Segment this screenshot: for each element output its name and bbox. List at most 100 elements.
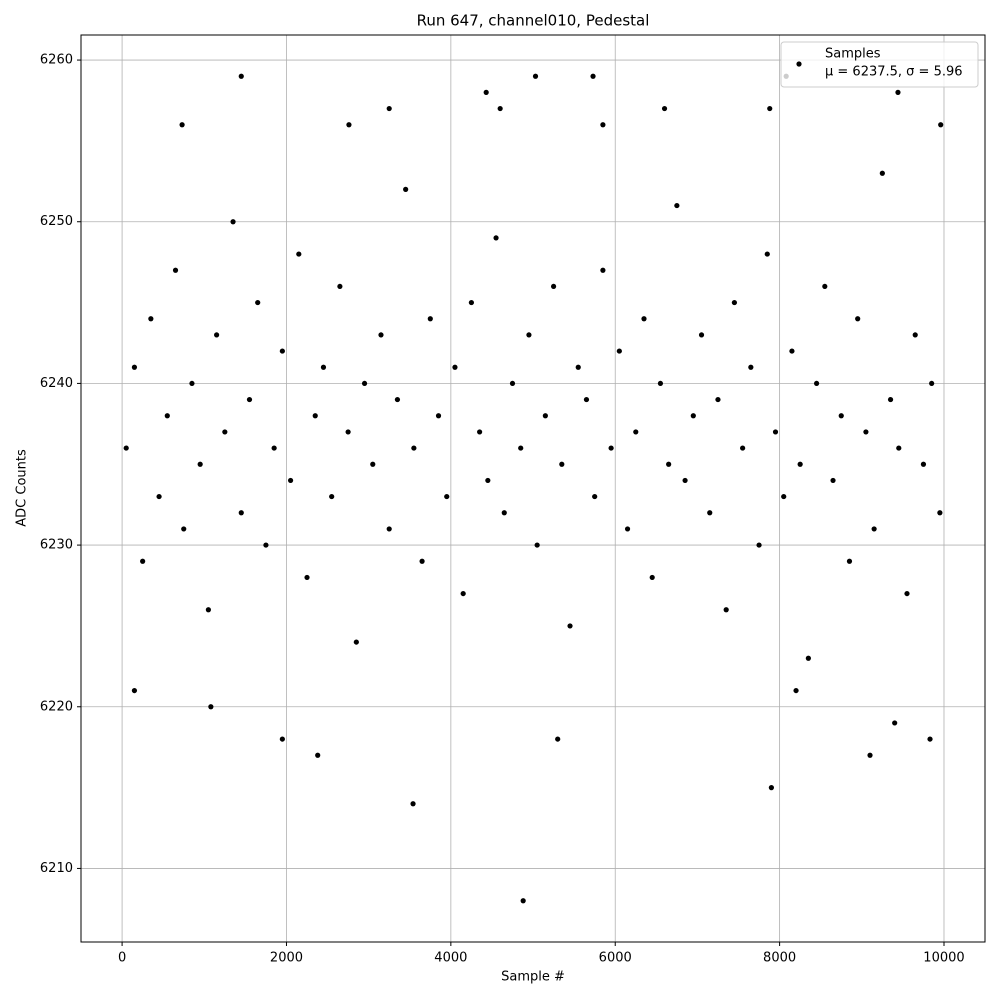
point: [600, 122, 606, 128]
point: [403, 186, 409, 193]
point: [768, 784, 774, 791]
point: [863, 429, 869, 435]
point: [410, 801, 416, 807]
point: [912, 332, 918, 338]
point: [608, 445, 614, 451]
point: [452, 364, 458, 370]
point: [246, 396, 253, 403]
point: [590, 73, 596, 79]
point: [731, 299, 738, 306]
point: [131, 687, 138, 694]
point: [238, 73, 244, 79]
point: [394, 396, 401, 403]
point: [509, 380, 516, 387]
point: [156, 493, 162, 500]
point: [435, 413, 442, 419]
point: [682, 477, 688, 484]
y-tick-label: 6260: [40, 53, 73, 68]
point: [661, 105, 668, 112]
point: [904, 590, 910, 597]
point: [370, 461, 376, 467]
y-axis-label: ADC Counts: [15, 449, 30, 527]
point: [526, 332, 532, 338]
x-tick-label: 8000: [763, 951, 796, 966]
point: [386, 105, 392, 112]
point: [641, 316, 647, 322]
point: [707, 510, 713, 516]
point: [583, 396, 590, 403]
point: [346, 122, 352, 128]
point: [740, 445, 746, 451]
x-tick-label: 0: [118, 951, 126, 966]
point: [329, 493, 335, 500]
point: [427, 316, 433, 322]
point: [214, 332, 220, 338]
point: [532, 73, 539, 79]
point: [468, 299, 474, 306]
point: [205, 607, 211, 613]
point: [419, 558, 425, 564]
legend-box: [780, 41, 979, 88]
legend-note: μ = 6237.5, σ = 5.96: [825, 65, 963, 80]
point: [929, 380, 935, 387]
point: [542, 413, 548, 419]
point: [657, 380, 664, 387]
legend-marker: [796, 61, 802, 67]
point: [179, 122, 185, 128]
point: [304, 574, 310, 581]
point: [483, 89, 489, 95]
point: [767, 105, 773, 112]
point: [197, 461, 203, 467]
point: [575, 364, 581, 370]
point: [238, 510, 244, 516]
point: [181, 526, 187, 532]
point: [698, 332, 705, 338]
point: [271, 445, 277, 451]
point: [386, 526, 392, 532]
point: [411, 445, 417, 451]
point: [616, 348, 622, 354]
y-tick-label: 6210: [40, 861, 73, 876]
point: [444, 493, 450, 500]
point: [846, 558, 853, 564]
point: [567, 623, 573, 629]
point: [789, 348, 795, 354]
point: [764, 251, 770, 257]
point: [600, 267, 606, 273]
point: [222, 429, 228, 435]
point: [501, 510, 507, 516]
point: [793, 687, 799, 694]
point: [230, 219, 236, 225]
point: [477, 429, 483, 435]
point: [887, 396, 894, 403]
point: [148, 316, 154, 322]
point: [518, 445, 524, 451]
point: [674, 202, 680, 209]
point: [337, 283, 343, 290]
point: [131, 364, 138, 370]
point: [855, 316, 861, 322]
point: [715, 396, 721, 403]
point: [896, 445, 902, 451]
point: [493, 235, 499, 241]
point: [871, 526, 877, 532]
point: [353, 639, 359, 645]
point: [534, 542, 540, 548]
y-tick-label: 6250: [40, 214, 73, 229]
x-tick-label: 4000: [434, 951, 467, 966]
axes-frame: [80, 34, 986, 943]
legend-label: Samples: [825, 47, 881, 62]
point: [690, 413, 696, 419]
point: [140, 558, 146, 564]
point: [822, 283, 828, 290]
point: [312, 413, 318, 419]
point: [592, 493, 598, 500]
point: [895, 89, 901, 95]
chart-title: Run 647, channel010, Pedestal: [417, 12, 650, 30]
point: [781, 493, 787, 500]
point: [164, 413, 170, 419]
point: [279, 736, 285, 742]
point: [756, 542, 762, 548]
